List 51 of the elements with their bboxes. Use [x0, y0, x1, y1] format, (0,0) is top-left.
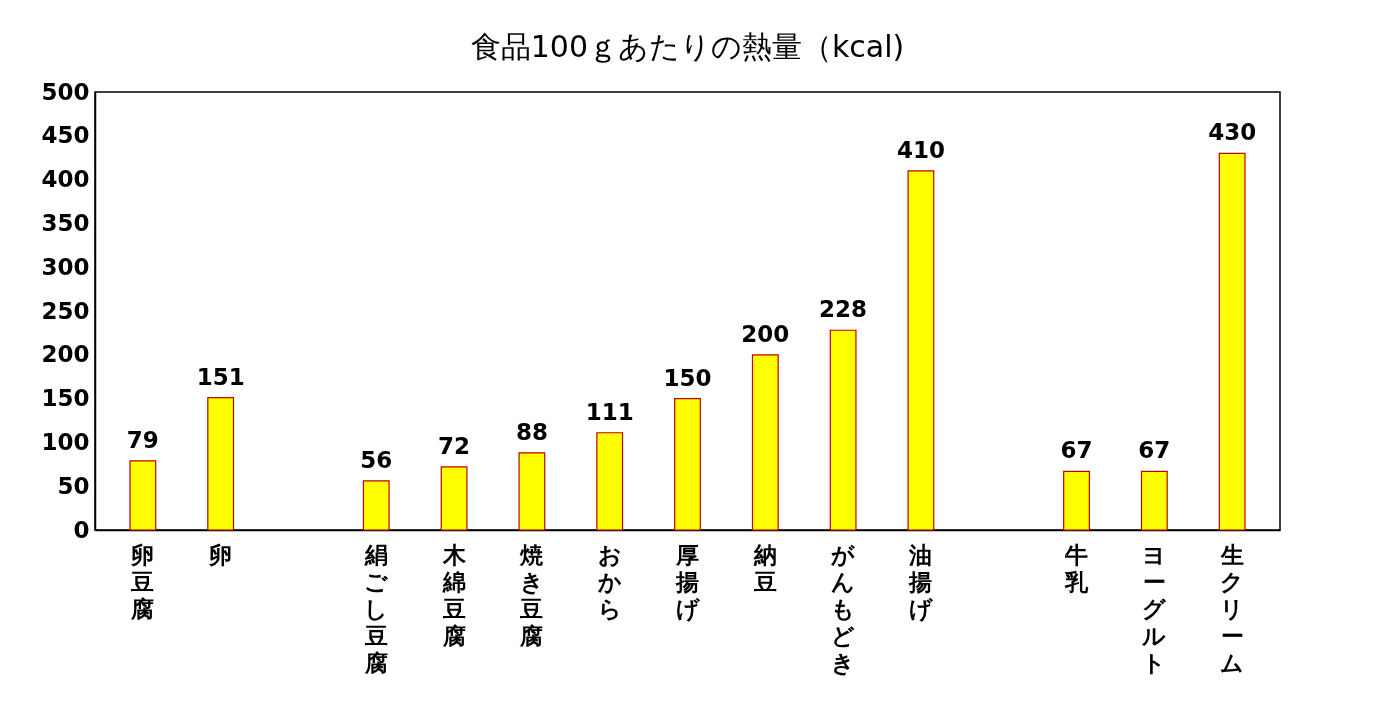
data-label: 67 [1060, 437, 1093, 464]
x-tick-label: 卵 [208, 541, 233, 568]
bar [751, 354, 779, 531]
chart-title: 食品100ｇあたりの熱量（kcal) [470, 29, 905, 64]
bar [518, 452, 546, 531]
x-tick-label: ヨーグルト [1141, 541, 1168, 676]
x-tick-label: がんもどき [831, 541, 856, 676]
bar [829, 329, 857, 531]
bar [907, 170, 935, 531]
bar [362, 480, 390, 531]
bar [207, 397, 235, 531]
bar [440, 466, 468, 531]
bar [129, 460, 157, 531]
bar [596, 432, 624, 531]
data-label: 150 [663, 364, 712, 391]
x-tick-label: 牛乳 [1064, 541, 1090, 595]
x-tick-label: 納豆 [752, 541, 777, 595]
y-tick-label: 350 [41, 209, 90, 236]
y-tick-label: 500 [41, 78, 90, 105]
data-label: 88 [515, 418, 548, 445]
y-tick-label: 150 [41, 385, 90, 412]
data-label: 56 [360, 446, 393, 473]
y-tick-label: 300 [41, 253, 90, 280]
data-label: 200 [741, 320, 790, 347]
bar [1140, 470, 1168, 531]
y-tick-label: 450 [41, 122, 90, 149]
data-label: 151 [196, 363, 245, 390]
data-label: 228 [819, 296, 868, 323]
x-tick-label: 卵豆腐 [130, 541, 155, 622]
bar [674, 398, 701, 531]
x-tick-label: 焼き豆腐 [519, 541, 545, 649]
y-tick-label: 50 [57, 472, 90, 499]
bar [1218, 152, 1246, 531]
x-tick-label: 厚揚げ [675, 541, 701, 622]
data-label: 79 [126, 426, 159, 453]
bar [1063, 470, 1090, 531]
data-label: 111 [585, 398, 634, 425]
y-tick-label: 400 [41, 166, 90, 193]
data-label: 67 [1138, 437, 1171, 464]
x-tick-label: 油揚げ [908, 541, 934, 622]
data-label: 72 [438, 432, 471, 459]
y-tick-label: 200 [41, 341, 90, 368]
y-tick-label: 250 [41, 297, 90, 324]
x-tick-label: 絹ごし豆腐 [363, 541, 389, 676]
x-tick-label: 生クリーム [1219, 541, 1245, 676]
x-tick-label: おから [596, 541, 622, 622]
y-tick-label: 0 [73, 516, 90, 543]
data-label: 430 [1208, 119, 1257, 146]
data-label: 410 [896, 136, 945, 163]
x-tick-label: 木綿豆腐 [441, 541, 467, 649]
y-tick-label: 100 [41, 428, 90, 455]
